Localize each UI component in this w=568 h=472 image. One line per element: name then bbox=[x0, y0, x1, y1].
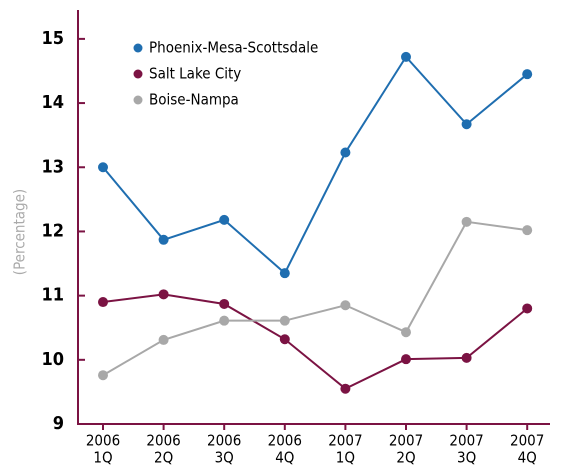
x-tick-label: 4Q bbox=[518, 449, 537, 467]
x-tick-label: 2006 bbox=[268, 432, 302, 450]
point bbox=[158, 289, 169, 300]
point bbox=[279, 315, 290, 326]
y-tick-label: 10 bbox=[41, 349, 64, 370]
point bbox=[340, 383, 351, 394]
legend-marker bbox=[133, 69, 143, 79]
x-tick-label: 3Q bbox=[215, 449, 234, 467]
x-tick-label: 3Q bbox=[457, 449, 476, 467]
y-tick-label: 14 bbox=[41, 92, 64, 113]
point bbox=[401, 354, 411, 365]
y-axis-label: (Percentage) bbox=[11, 189, 29, 275]
series-line bbox=[102, 220, 528, 377]
y-tick-label: 15 bbox=[41, 28, 64, 49]
point bbox=[401, 51, 411, 62]
point bbox=[522, 303, 533, 314]
point bbox=[522, 69, 533, 80]
x-tick-label: 1Q bbox=[93, 449, 112, 467]
series-line bbox=[102, 55, 528, 275]
point bbox=[279, 334, 290, 345]
point bbox=[98, 370, 108, 381]
x-tick-label: 2006 bbox=[146, 432, 180, 450]
point bbox=[279, 268, 290, 279]
point bbox=[522, 225, 533, 236]
y-tick-label: 11 bbox=[41, 285, 64, 306]
x-tick-label: 2Q bbox=[396, 449, 415, 467]
point bbox=[340, 147, 351, 158]
point bbox=[158, 234, 169, 245]
legend-label: Salt Lake City bbox=[149, 65, 241, 83]
y-tick-label: 12 bbox=[41, 220, 64, 241]
point bbox=[340, 300, 351, 311]
point bbox=[461, 216, 472, 227]
legend-marker bbox=[133, 43, 143, 53]
legend-label: Phoenix-Mesa-Scottsdale bbox=[149, 39, 318, 57]
x-tick-label: 2007 bbox=[449, 432, 483, 450]
point bbox=[219, 214, 230, 225]
x-tick-label: 4Q bbox=[275, 449, 294, 467]
x-tick-label: 2007 bbox=[328, 432, 362, 450]
legend-marker bbox=[133, 95, 143, 105]
point bbox=[98, 297, 108, 308]
x-tick-label: 2006 bbox=[86, 432, 120, 450]
y-tick-label: 9 bbox=[53, 413, 64, 434]
x-tick-label: 2007 bbox=[389, 432, 423, 450]
x-tick-label: 1Q bbox=[336, 449, 355, 467]
point bbox=[158, 334, 169, 345]
point bbox=[461, 352, 472, 363]
point bbox=[401, 327, 411, 338]
y-tick-label: 13 bbox=[41, 156, 64, 177]
point bbox=[219, 315, 230, 326]
point bbox=[219, 298, 230, 309]
x-tick-label: 2Q bbox=[154, 449, 173, 467]
series-line bbox=[102, 293, 528, 390]
x-tick-label: 2006 bbox=[207, 432, 241, 450]
legend-label: Boise-Nampa bbox=[149, 91, 239, 109]
x-tick-label: 2007 bbox=[510, 432, 544, 450]
point bbox=[461, 119, 472, 130]
point bbox=[98, 162, 108, 173]
